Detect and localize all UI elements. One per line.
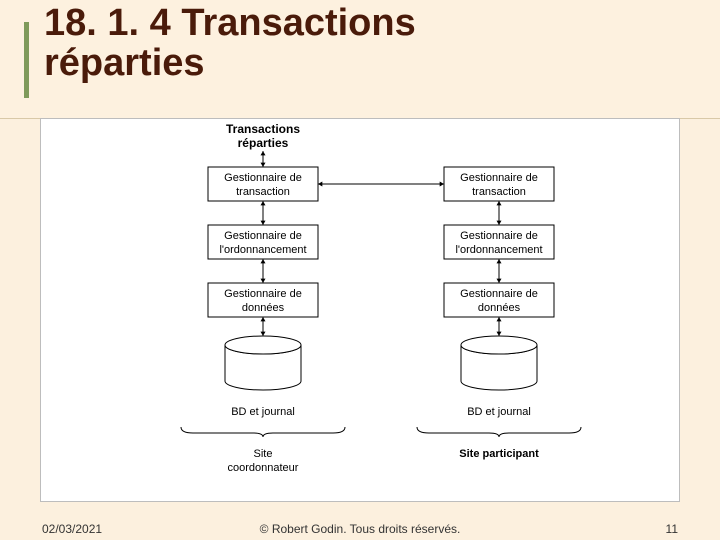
title-line1: 18. 1. 4 Transactions	[44, 4, 416, 44]
footer-page: 11	[666, 522, 678, 536]
brace	[417, 427, 581, 437]
svg-text:Gestionnaire de: Gestionnaire de	[224, 230, 302, 242]
box-go-right: Gestionnaire de l'ordonnancement	[444, 225, 554, 259]
svg-text:Gestionnaire de: Gestionnaire de	[460, 288, 538, 300]
svg-text:Gestionnaire de: Gestionnaire de	[224, 172, 302, 184]
title-line2: réparties	[44, 44, 416, 84]
box-gt-right: Gestionnaire de transaction	[444, 167, 554, 201]
svg-text:réparties: réparties	[238, 136, 289, 150]
svg-text:données: données	[242, 302, 285, 314]
svg-text:Gestionnaire de: Gestionnaire de	[460, 172, 538, 184]
architecture-diagram: Transactionsréparties Gestionnaire de tran…	[41, 119, 681, 501]
svg-text:l'ordonnancement: l'ordonnancement	[455, 244, 542, 256]
svg-text:BD et journal: BD et journal	[231, 406, 295, 418]
brace	[181, 427, 345, 437]
svg-text:transaction: transaction	[236, 186, 290, 198]
box-go-left: Gestionnaire de l'ordonnancement	[208, 225, 318, 259]
svg-text:transaction: transaction	[472, 186, 526, 198]
box-gt-left: Gestionnaire de transaction	[208, 167, 318, 201]
db-cylinder	[461, 336, 537, 390]
box-gd-left: Gestionnaire de données	[208, 283, 318, 317]
db-cylinder	[225, 336, 301, 390]
footer-copyright: © Robert Godin. Tous droits réservés.	[0, 522, 720, 536]
svg-text:Site: Site	[254, 448, 273, 460]
page-title: 18. 1. 4 Transactions réparties	[44, 4, 416, 84]
svg-text:Gestionnaire de: Gestionnaire de	[224, 288, 302, 300]
svg-text:Site participant: Site participant	[459, 448, 539, 460]
diagram-panel: Transactionsréparties Gestionnaire de tran…	[40, 118, 680, 502]
svg-text:Gestionnaire de: Gestionnaire de	[460, 230, 538, 242]
svg-text:l'ordonnancement: l'ordonnancement	[219, 244, 306, 256]
svg-text:données: données	[478, 302, 521, 314]
box-gd-right: Gestionnaire de données	[444, 283, 554, 317]
svg-text:coordonnateur: coordonnateur	[228, 462, 299, 474]
svg-text:BD et journal: BD et journal	[467, 406, 531, 418]
svg-text:Transactions: Transactions	[226, 122, 300, 136]
slide: 18. 1. 4 Transactions réparties Transact…	[0, 0, 720, 540]
title-accent-bar	[24, 22, 29, 98]
